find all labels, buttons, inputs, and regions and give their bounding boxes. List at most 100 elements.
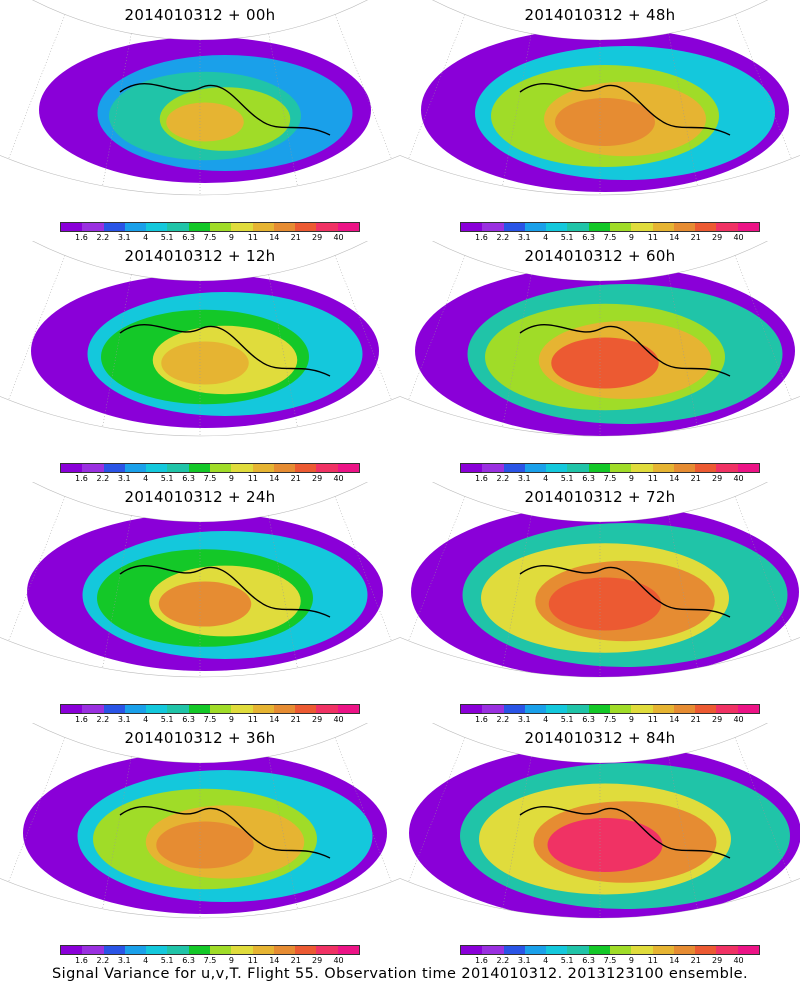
colorbar-swatch (716, 705, 738, 713)
meridian-line (334, 14, 392, 159)
colorbar-label: 29 (712, 956, 723, 965)
colorbar-swatch (609, 223, 632, 231)
colorbar-swatch (188, 946, 210, 954)
coastline (519, 805, 731, 859)
colorbar-swatch (167, 705, 189, 713)
colorbar-swatch (61, 223, 83, 231)
colorbar-swatch (503, 946, 525, 954)
colorbar-swatch (231, 946, 253, 954)
colorbar-swatch (673, 705, 696, 713)
colorbar-label: 2.2 (96, 233, 110, 242)
colorbar-label: 5.1 (160, 233, 174, 242)
colorbar-label: 40 (733, 956, 744, 965)
colorbar-swatch (524, 223, 547, 231)
colorbar-label: 7.5 (603, 715, 617, 724)
colorbar-swatch (188, 223, 210, 231)
colorbar-swatch (209, 223, 232, 231)
colorbar-swatch (167, 946, 189, 954)
colorbar-labels: 1.6 2.2 3.1 4 5.1 6.3 7.5 9 11 14 21 29 40 (460, 715, 760, 727)
colorbar-swatch (316, 223, 338, 231)
meridian-line (8, 496, 66, 641)
colorbar-label: 9 (628, 474, 634, 483)
meridian-line (502, 33, 532, 186)
panel-title: 2014010312 + 48h (524, 6, 676, 24)
meridian-line (268, 33, 298, 186)
meridian-line (268, 515, 298, 668)
colorbar-label: 14 (669, 715, 680, 724)
colorbar-swatch (546, 464, 568, 472)
panel-title: 2014010312 + 36h (124, 729, 276, 747)
meridian-line (102, 274, 132, 427)
colorbar-swatch (652, 946, 674, 954)
colorbar-label: 1.6 (475, 715, 488, 724)
meridian-line (268, 274, 298, 427)
meridian-line (8, 255, 66, 400)
colorbar-swatch (103, 464, 125, 472)
variance-field (31, 274, 379, 428)
colorbar-labels: 1.6 2.2 3.1 4 5.1 6.3 7.5 9 11 14 21 29 40 (60, 474, 360, 486)
polar-map (0, 723, 400, 919)
variance-field (27, 513, 383, 671)
colorbar-label: 9 (628, 715, 634, 724)
coastline (519, 323, 731, 377)
colorbar-swatch (124, 705, 147, 713)
colorbar-swatch (737, 705, 759, 713)
colorbar-swatch (652, 705, 674, 713)
meridian-line (334, 255, 392, 400)
colorbar-swatch (652, 464, 674, 472)
meridian-line (502, 515, 532, 668)
meridian-line (8, 14, 66, 159)
colorbar-swatch (524, 705, 547, 713)
colorbar-label: 14 (669, 956, 680, 965)
coastline (119, 805, 331, 859)
colorbar-label: 9 (228, 715, 234, 724)
colorbar-swatch (546, 223, 568, 231)
colorbar-label: 5.1 (560, 956, 574, 965)
colorbar-swatch (146, 464, 168, 472)
colorbar-label: 3.1 (117, 956, 131, 965)
colorbar-label: 1.6 (475, 474, 488, 483)
colorbar-label: 3.1 (517, 474, 531, 483)
meridian-line (268, 756, 298, 909)
colorbar-swatch (316, 464, 338, 472)
colorbar-label: 14 (269, 956, 280, 965)
colorbar-swatch (231, 223, 253, 231)
colorbar-swatch (295, 464, 317, 472)
meridian-line (668, 274, 698, 427)
meridian-line (668, 515, 698, 668)
colorbar-label: 21 (690, 233, 701, 242)
colorbar-label: 14 (269, 233, 280, 242)
meridian-line (668, 33, 698, 186)
colorbar-swatch (673, 946, 696, 954)
colorbar-swatch (252, 464, 274, 472)
colorbar-label: 7.5 (203, 956, 217, 965)
colorbar (460, 463, 760, 473)
variance-field (39, 37, 371, 183)
colorbar-swatch (337, 705, 359, 713)
meridian-line (334, 496, 392, 641)
colorbar-swatch (295, 223, 317, 231)
map-panel: 2014010312 + 12h 1.6 2.2 3.1 4 5.1 6.3 7.5 9 11 14… (0, 241, 400, 489)
colorbar-swatch (209, 705, 232, 713)
colorbar-label: 40 (733, 233, 744, 242)
colorbar-swatch (124, 946, 147, 954)
colorbar-label: 14 (669, 474, 680, 483)
colorbar-label: 5.1 (160, 715, 174, 724)
colorbar-swatch (82, 705, 104, 713)
meridian-line (734, 255, 792, 400)
colorbar-label: 3.1 (517, 715, 531, 724)
colorbar-label: 6.3 (582, 233, 595, 242)
colorbar-swatch (546, 705, 568, 713)
colorbar-label: 7.5 (203, 715, 217, 724)
colorbar-swatch (503, 464, 525, 472)
coastline (119, 323, 331, 377)
colorbar-label: 29 (712, 474, 723, 483)
colorbar-label: 2.2 (96, 715, 110, 724)
colorbar-swatch (252, 946, 274, 954)
colorbar-swatch (695, 946, 717, 954)
panel-title: 2014010312 + 00h (124, 6, 276, 24)
colorbar-label: 29 (712, 233, 723, 242)
meridian-line (502, 756, 532, 909)
colorbar-swatch (609, 705, 632, 713)
colorbar-swatch (82, 223, 104, 231)
